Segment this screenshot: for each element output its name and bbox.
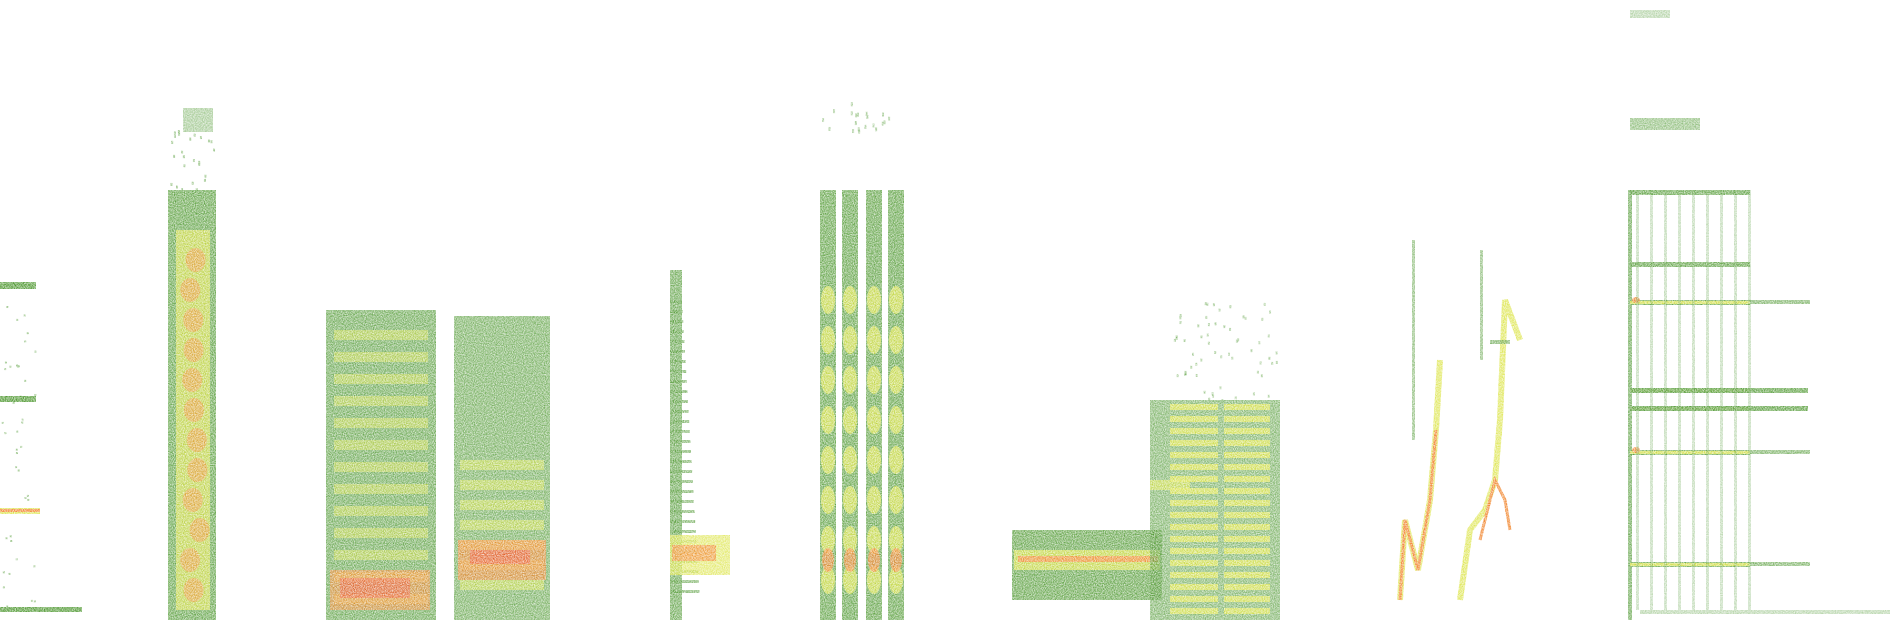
segment-3-broadband-block — [326, 310, 436, 620]
segment-5-harmonic-stack — [670, 270, 730, 620]
segment-2-tall-burst — [168, 108, 216, 620]
segment-9-tonal-harmonics — [1628, 10, 1890, 620]
segment-7-ladder-harmonics — [1012, 302, 1280, 620]
segment-4-broadband-block — [454, 316, 550, 620]
spectrogram-segments — [0, 10, 1890, 620]
segment-6-pulsed-columns — [820, 102, 904, 620]
segment-1-tonal-lines — [0, 282, 82, 612]
segment-8-frequency-sweeps — [1397, 240, 1523, 601]
